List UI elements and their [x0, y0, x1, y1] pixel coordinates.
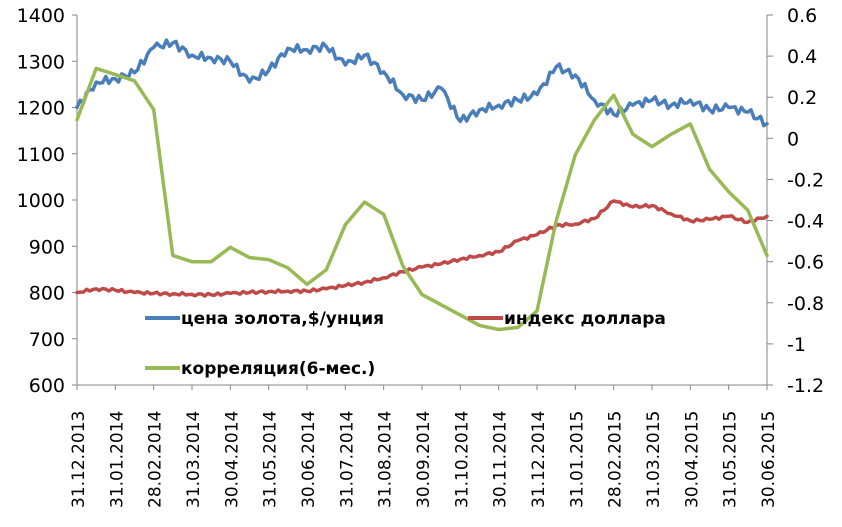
right-tick-label: -1 — [787, 334, 806, 356]
right-y-axis: -1.2 -1 -0.8 -0.6 -0.4 -0.2 0 0.2 0.4 0.6 — [766, 5, 824, 397]
left-tick-label: 1400 — [17, 5, 65, 27]
left-tick-label: 600 — [29, 375, 65, 397]
x-tick-label: 30.06.2015 — [759, 411, 779, 508]
legend-item-correlation: корреляция(6-мес.) — [145, 359, 375, 379]
right-tick-label: -0.6 — [787, 252, 824, 274]
x-tick-label: 31.01.2015 — [567, 411, 587, 508]
x-tick-label: 30.09.2014 — [414, 411, 434, 508]
x-tick-label: 31.07.2014 — [337, 411, 357, 508]
right-tick-label: 0 — [787, 128, 799, 150]
plot-area — [75, 38, 769, 332]
x-tick-label: 31.01.2014 — [107, 411, 127, 508]
left-tick-label: 800 — [29, 283, 65, 305]
x-tick-label: 31.05.2014 — [261, 411, 281, 508]
left-tick-label: 1100 — [17, 144, 65, 166]
legend-item-dollar: индекс доллара — [468, 309, 666, 329]
x-tick-label: 31.03.2015 — [644, 411, 664, 508]
left-tick-label: 1300 — [17, 51, 65, 73]
left-tick-label: 900 — [29, 236, 65, 258]
left-tick-label: 1000 — [17, 190, 65, 212]
right-tick-label: 0.4 — [787, 46, 817, 68]
right-tick-label: -0.2 — [787, 169, 824, 191]
x-axis: 31.12.2013 31.01.2014 28.02.2014 31.03.2014… — [69, 384, 779, 508]
left-tick-label: 700 — [29, 329, 65, 351]
right-tick-label: 0.2 — [787, 87, 817, 109]
gold-price-line — [75, 38, 769, 128]
right-tick-label: -0.8 — [787, 293, 824, 315]
right-tick-label: -0.4 — [787, 211, 824, 233]
legend-label-gold: цена золота,$/унция — [181, 309, 384, 329]
legend: цена золота,$/унция индекс доллара корре… — [145, 309, 666, 379]
left-tick-label: 1200 — [17, 98, 65, 120]
x-tick-label: 31.10.2014 — [452, 411, 472, 508]
x-tick-label: 30.06.2014 — [299, 411, 319, 508]
x-tick-label: 31.03.2014 — [184, 411, 204, 508]
x-tick-label: 28.02.2014 — [146, 411, 166, 508]
x-tick-label: 31.08.2014 — [376, 411, 396, 508]
legend-label-correlation: корреляция(6-мес.) — [181, 359, 375, 379]
left-y-axis: 600 700 800 900 1000 1100 1200 1300 1400 — [17, 5, 78, 397]
x-tick-label: 30.04.2015 — [682, 411, 702, 508]
x-tick-label: 28.02.2015 — [606, 411, 626, 508]
x-tick-label: 31.12.2014 — [529, 411, 549, 508]
x-tick-label: 31.12.2013 — [69, 411, 89, 508]
legend-item-gold: цена золота,$/унция — [145, 309, 384, 329]
dollar-index-line — [75, 199, 769, 298]
x-tick-label: 31.05.2015 — [721, 411, 741, 508]
legend-label-dollar: индекс доллара — [504, 309, 666, 329]
right-tick-label: 0.6 — [787, 5, 817, 27]
x-tick-label: 30.04.2014 — [222, 411, 242, 508]
right-tick-label: -1.2 — [787, 375, 824, 397]
x-tick-label: 30.11.2014 — [491, 411, 511, 508]
correlation-line — [75, 66, 769, 332]
